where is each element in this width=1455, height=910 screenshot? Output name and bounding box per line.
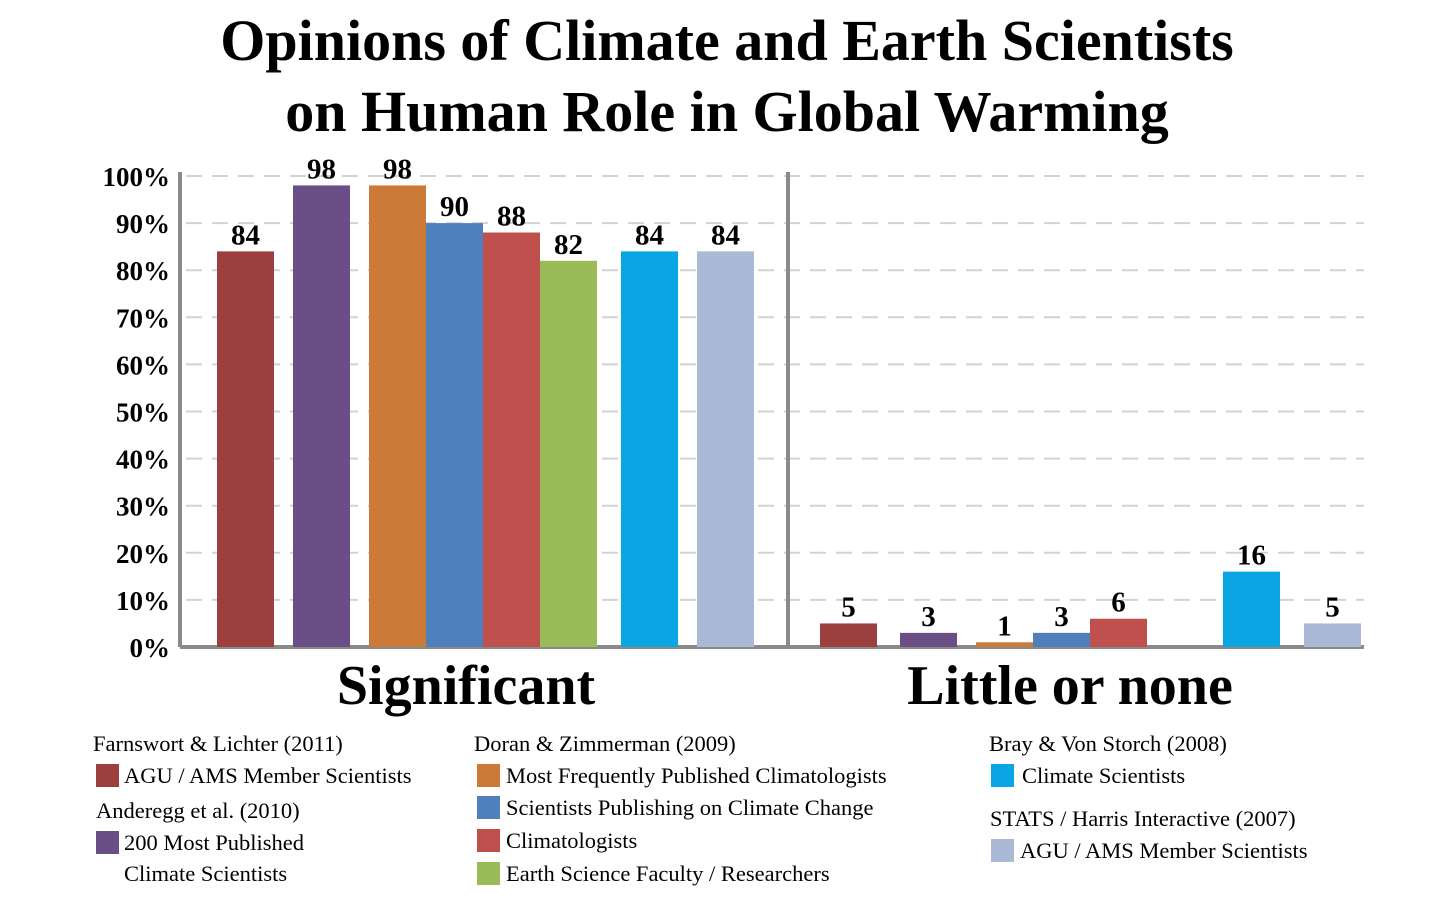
legend-label-3: Most Frequently Published Climatologists	[506, 763, 887, 788]
y-tick-label-10: 10%	[116, 586, 170, 616]
legend-label-8: AGU / AMS Member Scientists	[1020, 838, 1308, 863]
bar-significant-8	[697, 251, 754, 648]
legend-label-2: 200 Most Published	[124, 830, 304, 855]
data-label-significant-5: 88	[497, 201, 526, 233]
data-label-little-or-none-2: 3	[921, 601, 936, 633]
legend-swatch-6	[477, 862, 500, 885]
bar-little-or-none-1	[820, 623, 877, 647]
data-label-significant-8: 84	[711, 219, 740, 251]
legend-source-5: STATS / Harris Interactive (2007)	[990, 806, 1296, 831]
y-tick-label-40: 40%	[116, 445, 170, 475]
bar-little-or-none-8	[1304, 623, 1361, 647]
bar-little-or-none-7	[1223, 571, 1280, 647]
data-label-significant-1: 84	[231, 219, 260, 251]
y-tick-label-0: 0%	[130, 633, 171, 663]
bar-little-or-none-2	[900, 632, 957, 647]
bar-significant-2	[293, 185, 350, 648]
category-label-little-or-none: Little or none	[907, 655, 1233, 717]
legend-swatch-4	[477, 796, 500, 819]
y-tick-label-80: 80%	[116, 256, 170, 286]
bar-significant-6	[540, 260, 597, 647]
data-label-little-or-none-3: 1	[997, 610, 1012, 642]
bar-little-or-none-3	[976, 642, 1033, 647]
legend-swatch-3	[477, 764, 500, 787]
y-tick-label-100: 100%	[103, 162, 171, 192]
data-label-little-or-none-7: 16	[1237, 540, 1266, 572]
bar-significant-4	[426, 223, 483, 647]
y-tick-label-70: 70%	[116, 303, 170, 333]
data-label-significant-4: 90	[440, 191, 469, 223]
y-tick-label-90: 90%	[116, 209, 170, 239]
chart-title-line-1: Opinions of Climate and Earth Scientists	[220, 8, 1234, 73]
legend-source-1: Farnswort & Lichter (2011)	[93, 731, 343, 756]
legend-label-6: Earth Science Faculty / Researchers	[506, 861, 830, 886]
y-tick-label-50: 50%	[116, 398, 170, 428]
data-label-significant-6: 82	[554, 229, 583, 261]
y-tick-label-30: 30%	[116, 492, 170, 522]
bar-significant-3	[369, 185, 426, 648]
legend-label-1: AGU / AMS Member Scientists	[124, 763, 412, 788]
legend-source-2: Anderegg et al. (2010)	[96, 798, 300, 823]
legend-label-2-line-2: Climate Scientists	[124, 861, 287, 886]
legend-swatch-8	[991, 839, 1014, 862]
data-label-little-or-none-4: 3	[1054, 601, 1069, 633]
bar-significant-1	[217, 251, 274, 648]
legend-label-7: Climate Scientists	[1022, 763, 1185, 788]
legend-swatch-7	[991, 764, 1014, 787]
bar-little-or-none-4	[1033, 632, 1090, 647]
data-label-significant-2: 98	[307, 153, 336, 185]
bar-significant-7	[621, 251, 678, 648]
chart-title-line-2: on Human Role in Global Warming	[285, 79, 1169, 144]
legend-swatch-5	[477, 829, 500, 852]
data-label-little-or-none-8: 5	[1325, 591, 1340, 623]
y-tick-label-60: 60%	[116, 350, 170, 380]
data-label-significant-7: 84	[635, 219, 664, 251]
bar-significant-5	[483, 232, 540, 647]
legend-label-4: Scientists Publishing on Climate Change	[506, 795, 874, 820]
legend-swatch-1	[96, 764, 119, 787]
bar-little-or-none-5	[1090, 618, 1147, 647]
data-label-significant-3: 98	[383, 153, 412, 185]
data-label-little-or-none-5: 6	[1111, 587, 1126, 619]
legend-label-5: Climatologists	[506, 828, 637, 853]
legend-source-3: Doran & Zimmerman (2009)	[474, 731, 736, 756]
category-label-significant: Significant	[337, 655, 596, 717]
legend-source-4: Bray & Von Storch (2008)	[989, 731, 1227, 756]
y-tick-label-20: 20%	[116, 539, 170, 569]
data-label-little-or-none-1: 5	[841, 591, 856, 623]
legend-swatch-2	[96, 831, 119, 854]
